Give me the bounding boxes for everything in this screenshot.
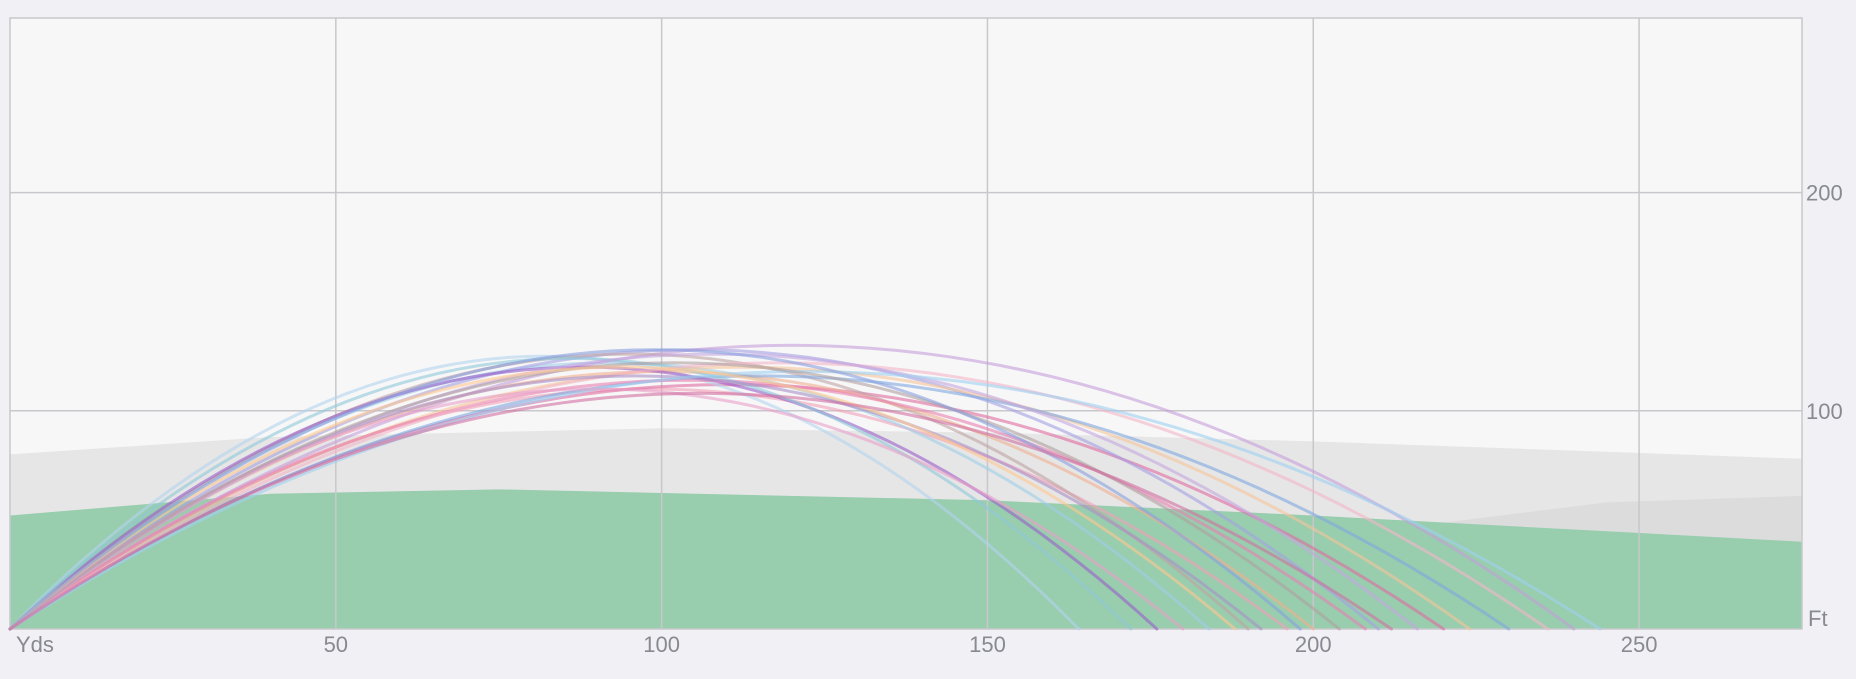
- trajectory-line-7: [8, 352, 1250, 631]
- grid-layer: [9, 17, 1803, 630]
- trajectory-line-12: [8, 378, 1367, 631]
- trajectory-line-20: [8, 365, 1237, 631]
- trajectory-line-21: [8, 348, 1302, 631]
- x-tick-label: 100: [643, 632, 680, 657]
- terrain-layer: [10, 428, 1802, 629]
- trajectory-line-13: [8, 356, 1133, 631]
- x-tick-label: 150: [969, 632, 1006, 657]
- series-layer: [8, 343, 1602, 631]
- trajectory-line-17: [8, 369, 1602, 631]
- trajectory-line-6: [8, 343, 1576, 631]
- trajectory-line-22: [8, 391, 1393, 631]
- x-tick-label: 50: [324, 632, 348, 657]
- trajectory-line-3: [8, 354, 1081, 631]
- plot-border: [9, 17, 1803, 630]
- trajectory-line-19: [8, 361, 1341, 631]
- x-tick-label: 250: [1621, 632, 1658, 657]
- y-tick-labels: 100 200: [1806, 181, 1843, 424]
- y-tick-label: 100: [1806, 399, 1843, 424]
- x-axis-unit-label: Yds: [16, 632, 54, 657]
- x-tick-label: 200: [1295, 632, 1332, 657]
- x-tick-labels: 50 100 150 200 250: [324, 632, 1658, 657]
- fairway-area: [10, 489, 1802, 629]
- y-tick-label: 200: [1806, 181, 1843, 206]
- y-axis-unit-label: Ft: [1808, 606, 1828, 631]
- trajectory-line-14: [8, 361, 1550, 631]
